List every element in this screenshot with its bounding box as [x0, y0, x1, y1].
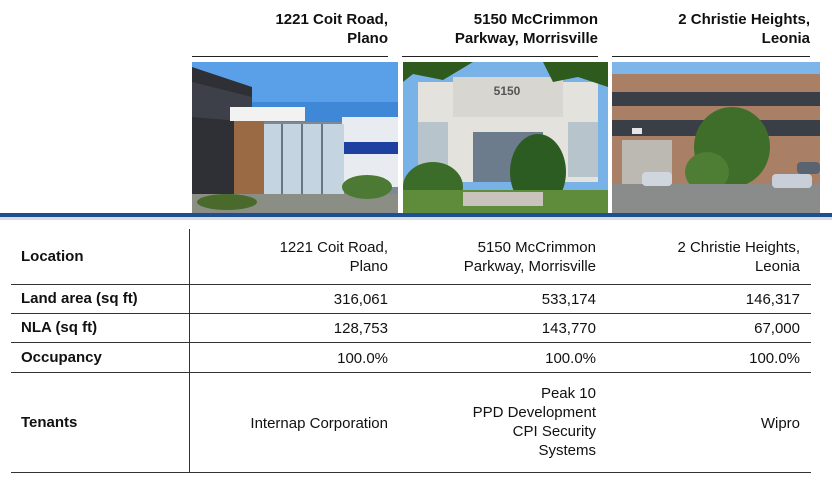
- column-heading-1-line1: 1221 Coit Road,: [275, 11, 388, 28]
- land-area-cell-1: 316,061: [333, 291, 388, 308]
- building-photo-mccrimmon-parkway: 5150: [403, 62, 608, 213]
- occupancy-cell-3: 100.0%: [749, 350, 800, 367]
- column-heading-rule: [192, 56, 388, 57]
- nla-cell-2: 143,770: [541, 320, 596, 337]
- row-divider: [11, 284, 811, 285]
- location-cell-3-line2: Leonia: [754, 258, 800, 275]
- location-cell-2-line1: 5150 McCrimmon: [477, 239, 596, 256]
- column-heading-3: 2 Christie Heights, Leonia: [612, 10, 810, 57]
- location-cell-2: 5150 McCrimmon Parkway, Morrisville: [402, 238, 596, 276]
- tenant-item: PPD Development: [472, 404, 596, 421]
- location-cell-2-line2: Parkway, Morrisville: [463, 258, 596, 275]
- header-divider-blue: [0, 213, 832, 217]
- column-heading-1-line2: Plano: [347, 30, 388, 47]
- tenant-item: Peak 10: [540, 385, 596, 402]
- header-divider-grey: [0, 217, 832, 220]
- location-cell-1: 1221 Coit Road, Plano: [192, 238, 388, 276]
- location-cell-1-line2: Plano: [349, 258, 388, 275]
- row-label-tenants: Tenants: [21, 414, 78, 431]
- column-heading-rule: [612, 56, 810, 57]
- column-heading-2-line1: 5150 McCrimmon: [473, 11, 598, 28]
- tenant-item: CPI Security: [512, 423, 596, 440]
- location-cell-3: 2 Christie Heights, Leonia: [612, 238, 800, 276]
- tenants-cell-2: Peak 10 PPD Development CPI Security Sys…: [402, 384, 596, 460]
- nla-cell-1: 128,753: [333, 320, 388, 337]
- table-bottom-rule: [11, 472, 811, 473]
- land-area-cell-2: 533,174: [541, 291, 596, 308]
- tenant-item: Systems: [538, 442, 596, 459]
- row-label-nla: NLA (sq ft): [21, 319, 98, 336]
- row-divider: [11, 372, 811, 373]
- location-cell-1-line1: 1221 Coit Road,: [279, 239, 388, 256]
- column-heading-1: 1221 Coit Road, Plano: [192, 10, 388, 57]
- occupancy-cell-1: 100.0%: [337, 350, 388, 367]
- column-heading-3-line2: Leonia: [761, 30, 810, 47]
- column-heading-2-line2: Parkway, Morrisville: [454, 30, 598, 47]
- table-column-divider: [189, 229, 190, 473]
- tenants-cell-1: Internap Corporation: [250, 415, 388, 432]
- column-heading-3-line1: 2 Christie Heights,: [678, 11, 810, 28]
- land-area-cell-3: 146,317: [745, 291, 800, 308]
- row-label-land-area: Land area (sq ft): [21, 290, 138, 307]
- row-label-occupancy: Occupancy: [21, 349, 102, 366]
- building-photo-coit-road: [192, 62, 398, 213]
- row-divider: [11, 313, 811, 314]
- tenants-cell-3: Wipro: [760, 415, 800, 432]
- building-sign: 5150: [494, 84, 521, 98]
- location-cell-3-line1: 2 Christie Heights,: [677, 239, 800, 256]
- row-label-location: Location: [21, 248, 84, 265]
- occupancy-cell-2: 100.0%: [545, 350, 596, 367]
- row-divider: [11, 342, 811, 343]
- building-photo-christie-heights: [612, 62, 820, 213]
- column-heading-rule: [402, 56, 598, 57]
- column-heading-2: 5150 McCrimmon Parkway, Morrisville: [402, 10, 598, 57]
- nla-cell-3: 67,000: [754, 320, 800, 337]
